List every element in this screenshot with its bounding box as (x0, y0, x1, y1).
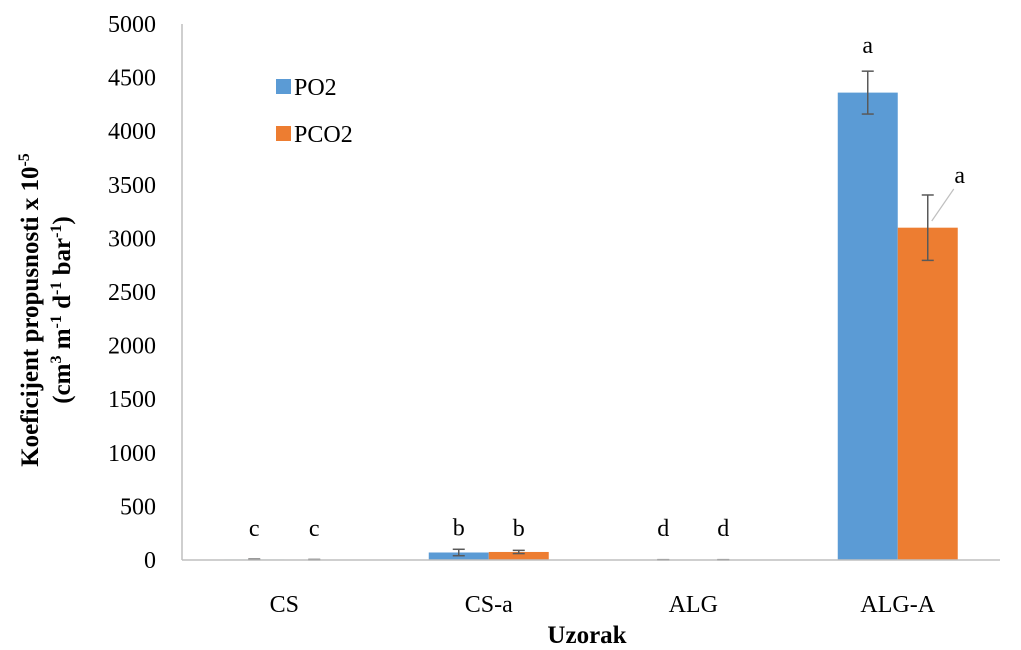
y-axis-title-line2-part: bar (49, 238, 76, 282)
y-tick-label: 1500 (108, 387, 156, 413)
bars (224, 92, 958, 560)
y-axis-title-line2-part: m (49, 328, 76, 355)
y-tick-label: 2500 (108, 280, 156, 306)
significance-label: b (453, 515, 465, 541)
y-axis-title-line1: Koeficijent propusnosti x 10 (17, 167, 44, 467)
y-axis-title-line2-part: d (49, 295, 76, 315)
legend: PO2 PCO2 (276, 75, 353, 148)
bar (488, 551, 549, 560)
y-axis-title-line2-part: (cm (49, 363, 76, 403)
y-tick-label: 4000 (108, 119, 156, 145)
significance-label: a (954, 163, 965, 189)
y-tick-label: 5000 (108, 12, 156, 38)
x-tick-label: CS (270, 592, 299, 618)
y-tick-label: 1000 (108, 441, 156, 467)
x-axis: CS CS-a ALG ALG-A (182, 559, 1000, 618)
y-axis-title-line2-sup: -1 (48, 282, 65, 295)
bar (837, 92, 898, 560)
y-axis: 0 500 1000 1500 2000 2500 3000 3500 4000 4500 5000 (108, 12, 183, 574)
y-axis-title-line2-sup: -1 (48, 225, 65, 238)
y-tick-label: 500 (120, 494, 156, 520)
x-tick-label: ALG (669, 592, 718, 618)
legend-label: PCO2 (294, 122, 353, 148)
significance-label: d (657, 516, 669, 542)
legend-swatch (276, 79, 291, 94)
y-axis-title-line1-sup: -5 (16, 153, 33, 166)
x-tick-label: ALG-A (860, 592, 935, 618)
bar (897, 227, 958, 560)
x-tick-label: CS-a (465, 592, 513, 618)
x-axis-title: Uzorak (547, 622, 626, 649)
significance-label: c (249, 516, 260, 542)
significance-label: a (862, 33, 873, 59)
y-tick-label: 2000 (108, 334, 156, 360)
y-axis-title-line2-part: ) (49, 216, 76, 224)
significance-label: c (309, 516, 320, 542)
legend-swatch (276, 126, 291, 141)
y-axis-title-line2-sup: 3 (48, 356, 65, 364)
significance-label: b (513, 516, 525, 542)
label-leader-line (931, 188, 955, 222)
y-tick-label: 3500 (108, 173, 156, 199)
svg-text:(cm3 m-1 d-1 bar-1): (cm3 m-1 d-1 bar-1) (48, 216, 76, 404)
significance-labels: c b d a c b d a (249, 33, 966, 542)
y-axis-title: Koeficijent propusnosti x 10-5 (cm3 m-1 … (16, 153, 76, 467)
y-tick-label: 4500 (108, 66, 156, 92)
y-axis-title-line2-sup: -1 (48, 315, 65, 328)
y-tick-label: 3000 (108, 226, 156, 252)
y-tick-label: 0 (144, 548, 156, 574)
significance-label: d (717, 516, 729, 542)
svg-text:Koeficijent propusnosti x 10-5: Koeficijent propusnosti x 10-5 (16, 153, 44, 467)
legend-label: PO2 (294, 75, 337, 101)
